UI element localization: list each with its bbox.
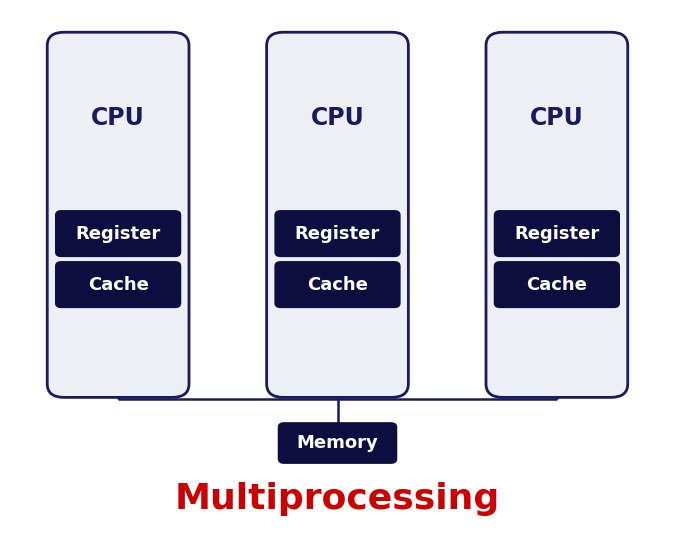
Text: CPU: CPU	[91, 106, 145, 130]
Text: CPU: CPU	[310, 106, 364, 130]
FancyBboxPatch shape	[275, 262, 400, 307]
Text: Register: Register	[76, 224, 161, 243]
FancyBboxPatch shape	[494, 262, 620, 307]
FancyBboxPatch shape	[275, 211, 400, 257]
Text: Multiprocessing: Multiprocessing	[175, 482, 500, 516]
FancyBboxPatch shape	[278, 423, 396, 463]
Text: Cache: Cache	[307, 275, 368, 294]
Text: CPU: CPU	[530, 106, 584, 130]
FancyBboxPatch shape	[55, 211, 180, 257]
FancyBboxPatch shape	[55, 262, 180, 307]
Text: Register: Register	[295, 224, 380, 243]
Text: Cache: Cache	[88, 275, 148, 294]
Text: Register: Register	[514, 224, 599, 243]
Text: Cache: Cache	[526, 275, 587, 294]
FancyBboxPatch shape	[47, 32, 189, 397]
FancyBboxPatch shape	[494, 211, 620, 257]
FancyBboxPatch shape	[486, 32, 628, 397]
FancyBboxPatch shape	[267, 32, 408, 397]
Text: Memory: Memory	[296, 434, 379, 452]
